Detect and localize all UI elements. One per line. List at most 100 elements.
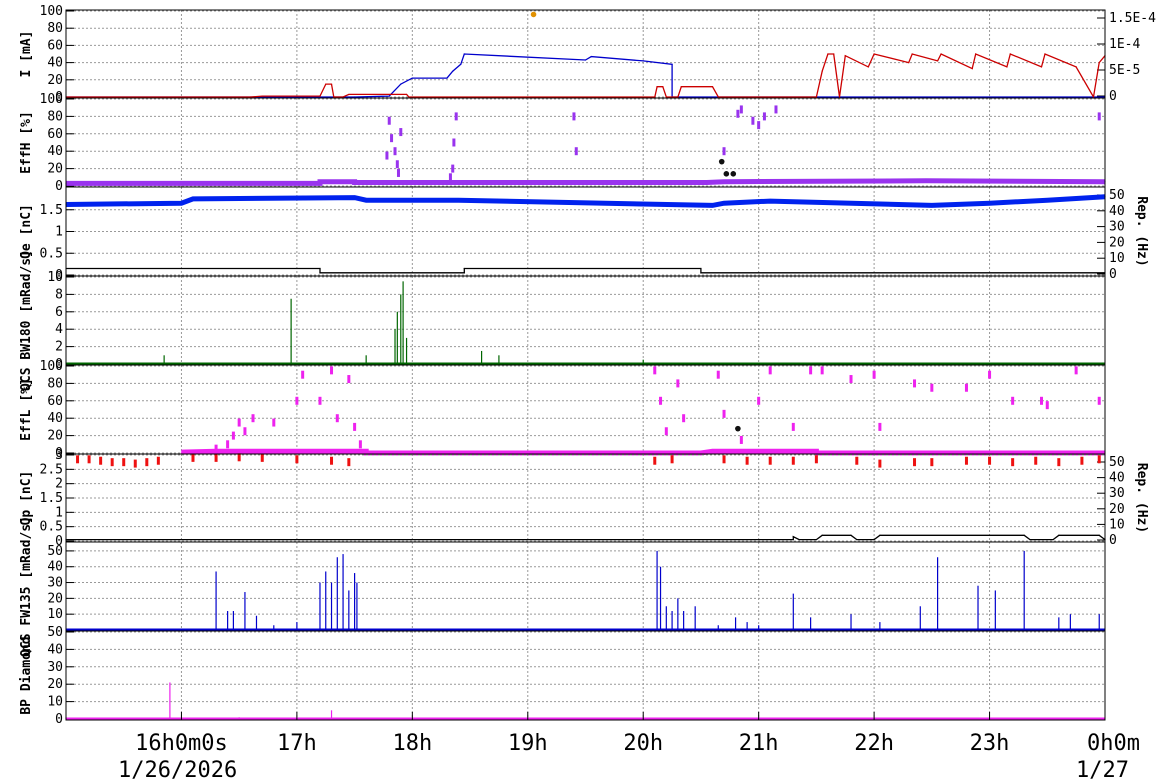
data-point [656,86,658,88]
data-point [925,180,927,182]
x-tick-label: 17h [277,731,317,756]
y-tick-label: 30 [47,660,63,675]
data-point [145,458,149,467]
series-current-2 [530,11,537,18]
right-tick-label: 40 [1109,204,1125,219]
right-tick-label: 1E-4 [1109,37,1140,52]
data-point [1011,458,1015,467]
data-point [215,450,217,452]
data-point [735,425,741,432]
data-point [849,375,853,384]
data-point [330,456,334,465]
data-point [768,456,772,465]
data-point [388,95,390,97]
data-point [335,414,339,423]
data-point [1034,456,1038,465]
data-point [574,147,578,156]
data-point [446,199,448,201]
right-tick-label: 0 [1109,267,1117,282]
data-point [237,418,241,427]
data-point [964,383,968,392]
data-point [110,458,114,467]
data-point [319,272,321,274]
y-axis-title: QCS FW135 [mRad/s] [19,516,34,657]
data-point [330,83,333,85]
data-point [1044,53,1046,55]
series-eff_h-0 [65,178,1106,186]
data-point [792,538,794,541]
data-point [677,96,679,98]
data-point [815,538,817,541]
data-point [295,455,299,464]
right-tick-label: 50 [1109,188,1125,203]
data-point [226,440,230,449]
data-point [214,453,218,462]
y-tick-label: 1.5 [40,491,63,506]
y-tick-label: 100 [40,4,63,19]
data-point [757,121,761,130]
y-tick-label: 10 [47,607,63,622]
data-point [457,199,460,201]
series-bp_diamond-0 [65,682,1105,720]
data-point [319,95,321,97]
data-point [1023,534,1025,536]
date-right: 1/27 [1076,758,1129,782]
panel-bp_diamond: 0 10 20 30 40 50 BP Diamond [19,625,1106,727]
data-point [723,171,730,177]
x-tick-label: 23h [970,731,1010,756]
series-qcs_bw180-0 [66,281,1105,365]
data-point [295,396,299,405]
data-point [354,96,356,98]
data-point [347,458,351,467]
data-point [833,53,835,55]
data-point [572,112,576,121]
data-point [365,450,367,452]
data-point [1057,458,1061,467]
series-line [66,267,1105,274]
y-axis-title: Qp [nC] [19,471,34,526]
data-point [872,370,876,379]
data-point [867,66,869,68]
data-point [1092,96,1095,98]
data-point [855,456,859,465]
y-tick-label: 2 [55,477,63,492]
data-point [680,86,682,88]
data-point [387,116,391,125]
data-point [856,538,858,541]
data-point [931,204,933,206]
data-point [988,202,991,204]
data-point [815,450,817,452]
y-tick-label: 8 [55,287,63,302]
y-tick-label: 0 [55,712,63,727]
data-point [1052,538,1054,541]
right-tick-label: 20 [1109,502,1125,517]
data-point [1097,396,1101,405]
data-point [736,109,740,118]
y-tick-label: 60 [47,127,63,142]
data-point [385,151,389,160]
data-point [342,96,344,98]
right-tick-label: 0 [1109,533,1117,548]
data-point [76,455,80,464]
y-tick-label: 80 [47,109,63,124]
data-point [988,456,992,465]
data-point [191,453,195,462]
right-tick-label: 1.5E-4 [1109,11,1156,26]
data-point [1011,396,1015,405]
data-point [827,53,829,55]
y-tick-label: 3 [55,448,63,463]
y-tick-label: 4 [55,322,63,337]
data-point [1040,66,1043,68]
right-axis-title: Rep. (Hz) [1134,196,1149,266]
panel-frame [65,97,1106,188]
y-tick-label: 100 [40,92,63,107]
data-point [722,409,726,418]
data-point [405,93,408,96]
series-eff_h-1 [385,105,1101,182]
x-tick-label: 21h [739,731,779,756]
data-point [400,83,402,85]
data-point [682,414,686,423]
y-tick-label: 1.5 [40,203,63,218]
data-point [156,456,160,465]
data-point [1097,112,1101,121]
